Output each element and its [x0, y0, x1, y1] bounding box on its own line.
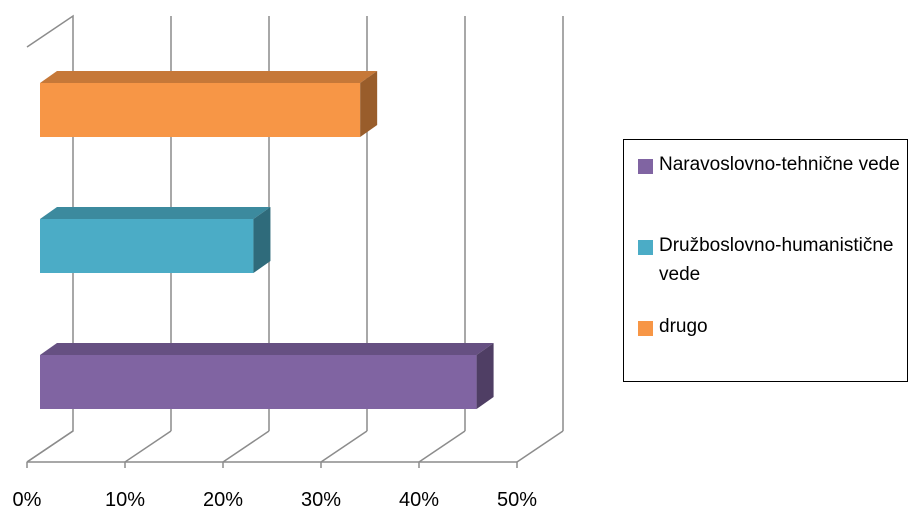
- bar-2: [40, 71, 378, 137]
- legend-item-druzboslovno: Družboslovno-humanistične vede: [638, 235, 912, 289]
- gridline-floor: [222, 430, 270, 463]
- legend-label: drugo: [659, 316, 708, 337]
- legend-swatch-naravoslovno: [638, 159, 653, 174]
- legend-label: Naravoslovno-tehnične vede: [659, 154, 900, 175]
- x-tick-label: 50%: [497, 489, 537, 511]
- x-tick-label: 40%: [399, 489, 439, 511]
- bar-top-face: [40, 343, 494, 355]
- bars: [40, 71, 494, 409]
- gridline-floor: [320, 430, 368, 463]
- legend-swatch-drugo: [638, 321, 653, 336]
- legend-item-drugo: drugo: [638, 316, 912, 341]
- bar-top-face: [40, 71, 378, 83]
- x-tick-label: 10%: [105, 489, 145, 511]
- bar-0: [40, 343, 494, 409]
- legend-item-naravoslovno: Naravoslovno-tehnične vede: [638, 154, 912, 179]
- bar-1: [40, 207, 271, 273]
- x-tick-label: 0%: [13, 489, 42, 511]
- gridline-floor: [516, 430, 564, 463]
- gridline-floor: [26, 430, 74, 463]
- bar-side-face: [253, 207, 271, 273]
- gridline-floor: [124, 430, 172, 463]
- bar-front-face: [40, 83, 361, 137]
- legend-label: Družboslovno-humanistične vede: [659, 235, 894, 285]
- legend: Naravoslovno-tehnične vede Družboslovno-…: [623, 139, 908, 382]
- x-tick-label: 30%: [301, 489, 341, 511]
- x-tick-label: 20%: [203, 489, 243, 511]
- bar-top-face: [40, 207, 271, 219]
- bar-side-face: [476, 343, 494, 409]
- x-axis-tick-labels: 0% 10% 20% 30% 40% 50%: [13, 489, 538, 511]
- legend-swatch-druzboslovno: [638, 240, 653, 255]
- bar-front-face: [40, 219, 254, 273]
- bar-side-face: [360, 71, 378, 137]
- bar-front-face: [40, 355, 477, 409]
- gridline-floor: [418, 430, 466, 463]
